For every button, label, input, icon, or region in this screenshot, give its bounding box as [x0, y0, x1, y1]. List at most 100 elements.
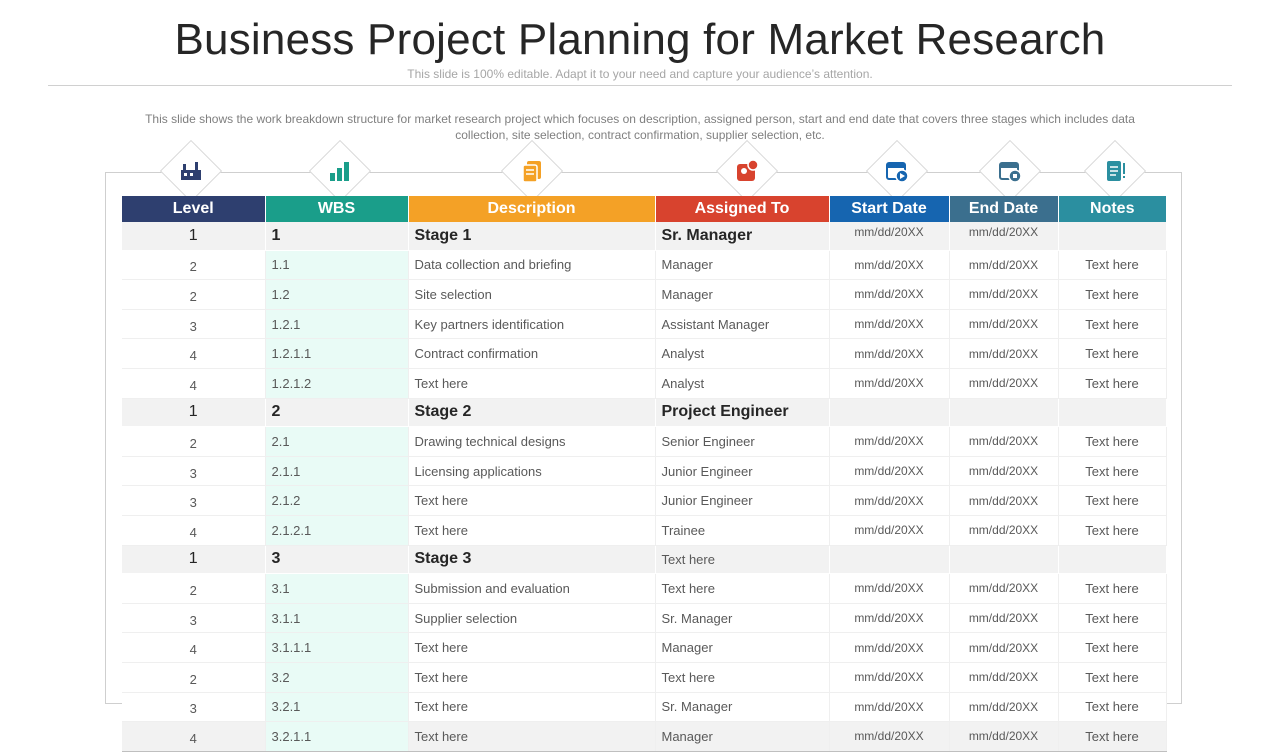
- wbs-cell: 1.1: [265, 250, 409, 281]
- end-date-cell: mm/dd/20XX: [949, 721, 1059, 752]
- wbs-cell: 1.2.1: [265, 309, 409, 340]
- level-cell: 4: [122, 368, 266, 399]
- end-date-cell: mm/dd/20XX: [949, 279, 1059, 310]
- stage-row: 1 1 Stage 1 Sr. Manager mm/dd/20XX mm/dd/20XX: [122, 222, 1167, 251]
- table-row: 2 1.1 Data collection and briefing Manager m…: [122, 250, 1167, 281]
- notes-cell: Text here: [1058, 662, 1167, 693]
- wbs-cell: 2.1.1: [265, 456, 409, 487]
- notes-cell: Text here: [1058, 692, 1167, 723]
- description-cell: Stage 2: [408, 398, 656, 428]
- table-row: 4 3.2.1.1 Text here Manager mm/dd/20XX mm/dd/…: [122, 721, 1167, 752]
- wbs-cell: 2: [265, 398, 409, 428]
- assigned-to-cell: Manager: [655, 250, 830, 281]
- wbs-cell: 2.1.2.1: [265, 515, 409, 546]
- table-row: 2 2.1 Drawing technical designs Senior Engi…: [122, 426, 1167, 457]
- calendar-play-icon: [886, 162, 909, 183]
- wbs-cell: 1: [265, 222, 409, 251]
- start-date-cell: mm/dd/20XX: [829, 603, 950, 634]
- level-cell: 3: [122, 603, 266, 634]
- table-row: 3 1.2.1 Key partners identification Assista…: [122, 309, 1167, 340]
- notes-cell: Text here: [1058, 721, 1167, 752]
- end-date-cell: mm/dd/20XX: [949, 485, 1059, 516]
- title-divider: [48, 85, 1232, 86]
- assigned-to-cell: Sr. Manager: [655, 603, 830, 634]
- description-cell: Contract confirmation: [408, 338, 656, 369]
- description-cell: Text here: [408, 368, 656, 399]
- description-cell: Submission and evaluation: [408, 573, 656, 604]
- end-date-cell: [949, 398, 1059, 428]
- notes-cell: Text here: [1058, 456, 1167, 487]
- wbs-cell: 1.2.1.2: [265, 368, 409, 399]
- end-date-cell: mm/dd/20XX: [949, 692, 1059, 723]
- wbs-cell: 3.1.1: [265, 603, 409, 634]
- notes-cell: Text here: [1058, 309, 1167, 340]
- level-cell: 2: [122, 662, 266, 693]
- notes-cell: [1058, 545, 1167, 575]
- level-cell: 2: [122, 426, 266, 457]
- level-cell: 2: [122, 573, 266, 604]
- header-start-date: Start Date: [829, 196, 950, 222]
- start-date-cell: mm/dd/20XX: [829, 515, 950, 546]
- assigned-to-cell: Senior Engineer: [655, 426, 830, 457]
- start-date-cell: mm/dd/20XX: [829, 426, 950, 457]
- end-date-cell: mm/dd/20XX: [949, 309, 1059, 340]
- assigned-to-cell: Text here: [655, 662, 830, 693]
- assigned-to-cell: Manager: [655, 279, 830, 310]
- notes-cell: Text here: [1058, 426, 1167, 457]
- level-cell: 4: [122, 515, 266, 546]
- start-date-cell: mm/dd/20XX: [829, 573, 950, 604]
- end-date-cell: mm/dd/20XX: [949, 662, 1059, 693]
- level-cell: 3: [122, 692, 266, 723]
- assigned-to-cell: Junior Engineer: [655, 485, 830, 516]
- assigned-to-cell: Junior Engineer: [655, 456, 830, 487]
- assigned-to-cell: Manager: [655, 632, 830, 663]
- description-cell: Licensing applications: [408, 456, 656, 487]
- header-wbs: WBS: [265, 196, 409, 222]
- end-date-cell: mm/dd/20XX: [949, 573, 1059, 604]
- description-cell: Stage 1: [408, 222, 656, 251]
- start-date-cell: [829, 398, 950, 428]
- start-date-cell: mm/dd/20XX: [829, 632, 950, 663]
- assigned-to-cell: Sr. Manager: [655, 692, 830, 723]
- notes-cell: Text here: [1058, 485, 1167, 516]
- documents-icon: [522, 161, 541, 183]
- table-row: 4 1.2.1.1 Contract confirmation Analyst mm/d…: [122, 338, 1167, 369]
- assigned-to-cell: Manager: [655, 721, 830, 752]
- end-date-cell: mm/dd/20XX: [949, 338, 1059, 369]
- start-date-cell: mm/dd/20XX: [829, 368, 950, 399]
- factory-icon: [181, 162, 201, 180]
- end-date-cell: mm/dd/20XX: [949, 250, 1059, 281]
- wbs-table: Level WBS Description Assigned To Start …: [122, 196, 1167, 752]
- description-cell: Key partners identification: [408, 309, 656, 340]
- description-cell: Stage 3: [408, 545, 656, 575]
- wbs-cell: 2.1.2: [265, 485, 409, 516]
- header-description: Description: [408, 196, 656, 222]
- level-cell: 4: [122, 338, 266, 369]
- end-date-cell: [949, 545, 1059, 575]
- bar-chart-icon: [330, 162, 349, 181]
- end-date-cell: mm/dd/20XX: [949, 515, 1059, 546]
- wbs-cell: 3: [265, 545, 409, 575]
- header-notes: Notes: [1058, 196, 1166, 222]
- slide-description: This slide shows the work breakdown stru…: [145, 112, 1135, 142]
- assigned-to-cell: Text here: [655, 545, 830, 575]
- wbs-cell: 1.2.1.1: [265, 338, 409, 369]
- notes-icon: [1107, 161, 1125, 181]
- start-date-cell: mm/dd/20XX: [829, 309, 950, 340]
- description-cell: Text here: [408, 721, 656, 752]
- start-date-cell: mm/dd/20XX: [829, 279, 950, 310]
- notes-cell: Text here: [1058, 603, 1167, 634]
- wbs-cell: 3.1.1.1: [265, 632, 409, 663]
- slide-subtitle: This slide is 100% editable. Adapt it to…: [407, 67, 873, 81]
- notes-cell: [1058, 222, 1167, 251]
- wbs-cell: 3.1: [265, 573, 409, 604]
- assigned-to-cell: Analyst: [655, 368, 830, 399]
- description-cell: Text here: [408, 515, 656, 546]
- calendar-stop-icon: [999, 162, 1022, 183]
- end-date-cell: mm/dd/20XX: [949, 632, 1059, 663]
- level-cell: 1: [122, 398, 266, 428]
- start-date-cell: [829, 545, 950, 575]
- assigned-to-cell: Trainee: [655, 515, 830, 546]
- notes-cell: Text here: [1058, 573, 1167, 604]
- assigned-to-cell: Sr. Manager: [655, 222, 830, 251]
